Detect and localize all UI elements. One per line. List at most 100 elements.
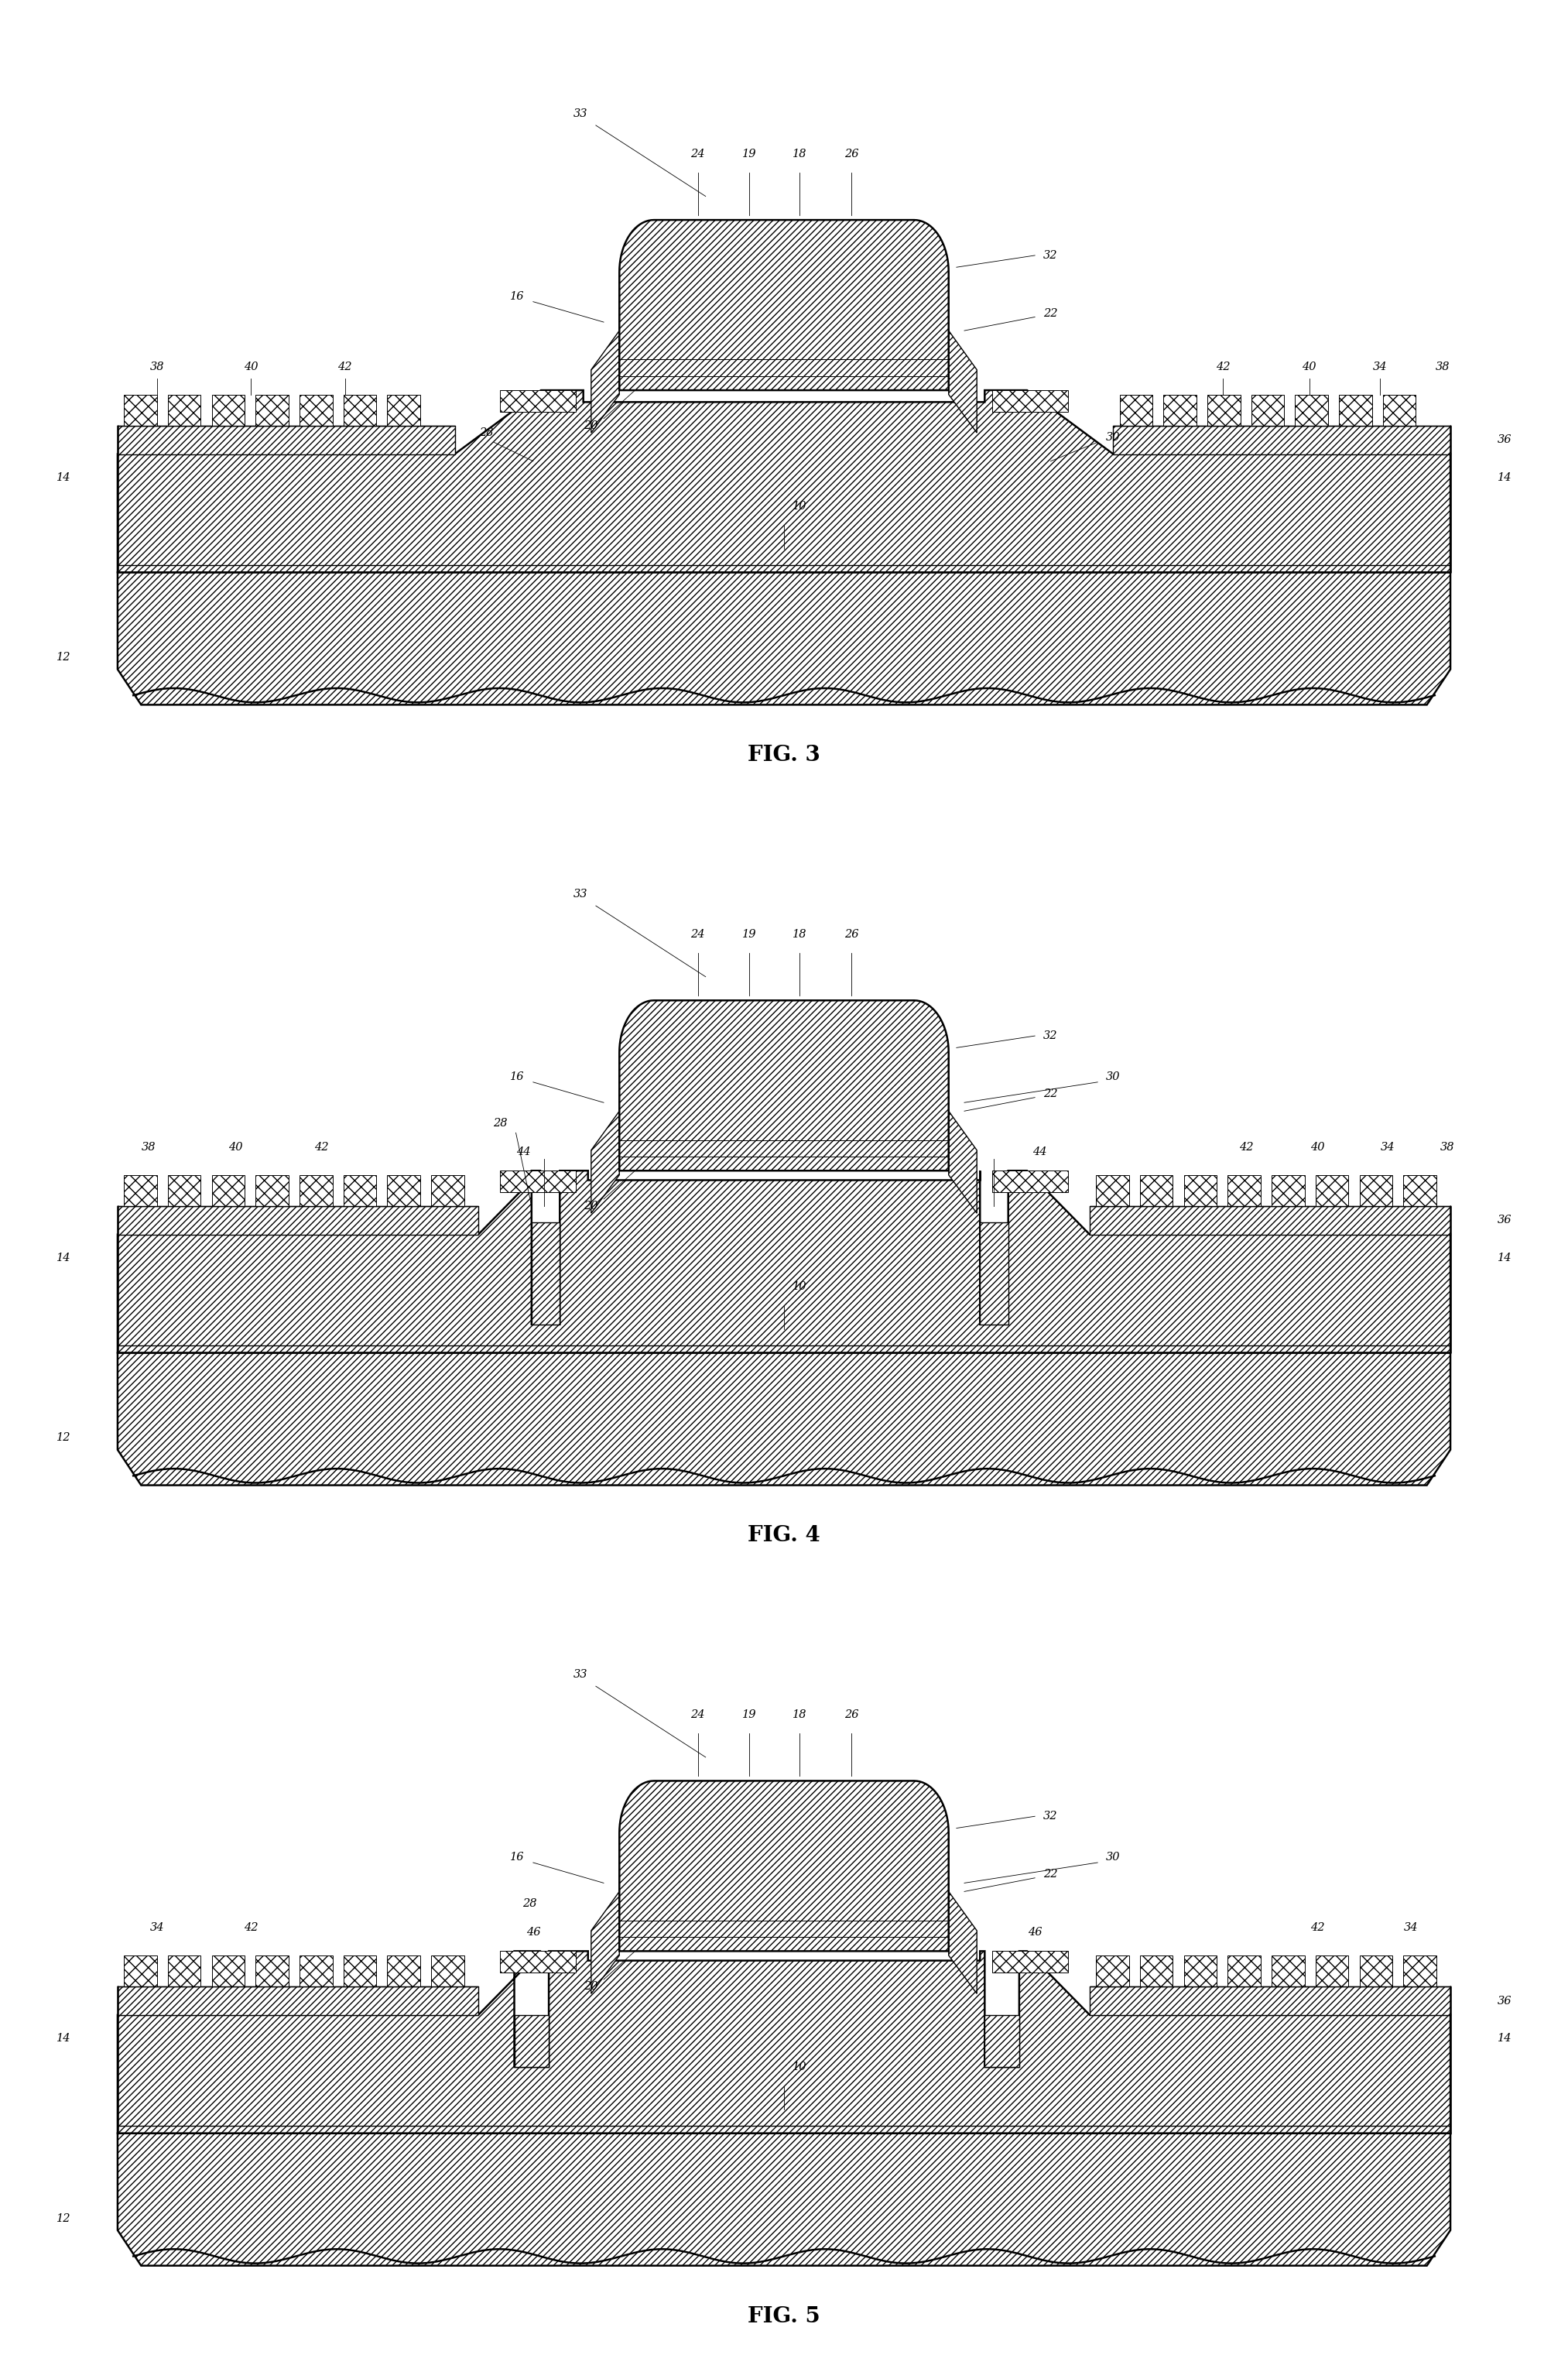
Text: 38: 38 xyxy=(141,1142,157,1152)
Text: 38: 38 xyxy=(1439,1142,1455,1152)
Text: 14: 14 xyxy=(1497,1253,1512,1263)
Text: 36: 36 xyxy=(1497,1216,1512,1225)
Text: 14: 14 xyxy=(56,2034,71,2043)
Text: 24: 24 xyxy=(690,149,706,158)
Text: 40: 40 xyxy=(1301,362,1317,371)
Bar xyxy=(299,1175,332,1206)
Bar xyxy=(168,1175,201,1206)
Text: 18: 18 xyxy=(792,149,808,158)
Bar xyxy=(168,1956,201,1987)
Polygon shape xyxy=(949,1892,977,1994)
Bar xyxy=(1383,395,1416,426)
Polygon shape xyxy=(619,220,949,390)
Text: 34: 34 xyxy=(1403,1923,1419,1932)
Polygon shape xyxy=(949,1112,977,1213)
Text: 30: 30 xyxy=(1105,1852,1121,1864)
Bar xyxy=(993,390,1068,412)
Text: 34: 34 xyxy=(1380,1142,1396,1152)
Text: 32: 32 xyxy=(1043,251,1058,260)
Bar xyxy=(993,1951,1068,1972)
Bar xyxy=(124,395,157,426)
Text: 34: 34 xyxy=(149,1923,165,1932)
Text: 42: 42 xyxy=(1215,362,1231,371)
Text: 32: 32 xyxy=(1043,1031,1058,1041)
Bar xyxy=(1140,1175,1173,1206)
Text: 26: 26 xyxy=(844,1710,859,1719)
Text: 42: 42 xyxy=(314,1142,329,1152)
Text: 42: 42 xyxy=(1309,1923,1325,1932)
Polygon shape xyxy=(118,572,1450,705)
Text: 33: 33 xyxy=(572,1670,588,1679)
Text: 28: 28 xyxy=(522,1899,538,1909)
Bar xyxy=(299,1956,332,1987)
Text: 40: 40 xyxy=(227,1142,243,1152)
Bar xyxy=(985,2015,1019,2067)
Polygon shape xyxy=(591,331,619,433)
Text: 16: 16 xyxy=(510,1071,525,1083)
Text: 36: 36 xyxy=(1497,1996,1512,2006)
Text: 24: 24 xyxy=(690,1710,706,1719)
Text: 18: 18 xyxy=(792,929,808,939)
Text: 26: 26 xyxy=(844,149,859,158)
Text: 22: 22 xyxy=(1043,1088,1058,1100)
Text: 28: 28 xyxy=(492,1119,508,1128)
Text: 12: 12 xyxy=(56,653,71,662)
Bar xyxy=(256,1175,289,1206)
Bar xyxy=(1295,395,1328,426)
Polygon shape xyxy=(118,1951,1450,2133)
Bar xyxy=(514,2015,549,2067)
Text: 30: 30 xyxy=(1105,433,1121,442)
Bar xyxy=(1184,1175,1217,1206)
Polygon shape xyxy=(949,331,977,433)
Bar xyxy=(256,1956,289,1987)
Bar xyxy=(1359,1175,1392,1206)
Text: 14: 14 xyxy=(56,473,71,482)
Text: 20: 20 xyxy=(583,1982,599,1991)
Text: FIG. 3: FIG. 3 xyxy=(748,745,820,766)
Bar xyxy=(1339,395,1372,426)
Text: 14: 14 xyxy=(1497,473,1512,482)
Bar xyxy=(500,390,575,412)
Text: 38: 38 xyxy=(1435,362,1450,371)
Bar xyxy=(212,395,245,426)
Bar xyxy=(1272,1956,1305,1987)
Text: FIG. 4: FIG. 4 xyxy=(748,1525,820,1547)
Text: 10: 10 xyxy=(792,1282,808,1291)
Bar xyxy=(1272,1175,1305,1206)
Text: 42: 42 xyxy=(337,362,353,371)
Bar xyxy=(299,395,332,426)
Bar xyxy=(343,1175,376,1206)
Text: 42: 42 xyxy=(243,1923,259,1932)
Text: 42: 42 xyxy=(1239,1142,1254,1152)
Bar xyxy=(124,1175,157,1206)
Bar xyxy=(1096,1956,1129,1987)
Text: 30: 30 xyxy=(1105,1071,1121,1083)
Bar xyxy=(532,1223,560,1324)
Bar xyxy=(1228,1956,1261,1987)
Bar xyxy=(1316,1175,1348,1206)
Bar xyxy=(118,1206,478,1235)
Bar xyxy=(1207,395,1240,426)
Text: 40: 40 xyxy=(1309,1142,1325,1152)
Text: 20: 20 xyxy=(583,1201,599,1211)
Text: 24: 24 xyxy=(690,929,706,939)
Bar xyxy=(500,1951,575,1972)
Bar xyxy=(212,1956,245,1987)
Bar xyxy=(500,1171,575,1192)
Bar xyxy=(256,395,289,426)
Polygon shape xyxy=(118,2133,1450,2266)
Bar xyxy=(431,1956,464,1987)
Text: 19: 19 xyxy=(742,1710,757,1719)
Bar xyxy=(387,1956,420,1987)
Bar xyxy=(1140,1956,1173,1987)
Text: 33: 33 xyxy=(572,889,588,899)
Text: 10: 10 xyxy=(792,501,808,511)
Polygon shape xyxy=(591,1892,619,1994)
Text: 36: 36 xyxy=(1497,435,1512,445)
Bar xyxy=(1316,1956,1348,1987)
Bar xyxy=(343,1956,376,1987)
Polygon shape xyxy=(118,1171,1450,1353)
Bar xyxy=(993,1171,1068,1192)
Text: 14: 14 xyxy=(1497,2034,1512,2043)
Bar xyxy=(1163,395,1196,426)
